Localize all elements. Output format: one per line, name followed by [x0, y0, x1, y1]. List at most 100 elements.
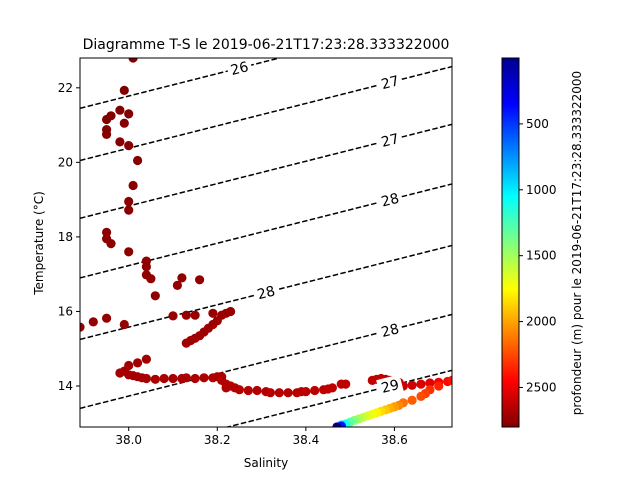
data-point	[234, 385, 244, 395]
x-axis: 38.0 38.2 38.4 38.6	[115, 427, 408, 447]
x-tick-label: 38.2	[204, 433, 231, 447]
data-point	[332, 422, 342, 427]
y-axis-label: Temperature (°C)	[32, 191, 46, 296]
colorbar	[501, 57, 520, 428]
data-point	[133, 358, 143, 368]
data-point	[119, 85, 129, 95]
data-point	[133, 155, 143, 166]
data-point	[159, 373, 169, 384]
data-point	[434, 381, 444, 391]
contour-label-bg	[376, 187, 404, 212]
contour-label: 28	[380, 321, 401, 341]
data-point	[128, 58, 138, 63]
data-point	[102, 227, 112, 237]
colorbar-tick-label: 2000	[526, 315, 557, 329]
data-point	[141, 262, 151, 272]
data-point	[407, 395, 417, 405]
y-tick-label: 20	[58, 155, 73, 169]
colorbar-axis: 500 1000 1500 2000 2500	[519, 117, 557, 394]
data-point	[310, 385, 320, 396]
contour-label: 27	[380, 131, 401, 151]
data-point	[243, 385, 253, 396]
y-tick-label: 22	[58, 81, 73, 95]
contour-label-bg	[376, 70, 404, 94]
data-point	[124, 196, 134, 207]
data-point	[119, 319, 129, 330]
data-point	[177, 273, 187, 283]
data-point	[141, 373, 151, 384]
x-tick-label: 38.6	[381, 433, 408, 447]
data-point	[208, 308, 218, 318]
contour-label-bg	[376, 128, 404, 152]
x-tick-label: 38.0	[115, 433, 142, 447]
data-point	[425, 378, 435, 388]
data-point	[265, 388, 275, 398]
colorbar-tick-label: 1000	[526, 183, 557, 197]
contour-label-bg	[225, 58, 254, 80]
data-point	[181, 310, 191, 320]
chart-title: Diagramme T-S le 2019-06-21T17:23:28.333…	[83, 37, 450, 53]
data-point	[168, 373, 178, 384]
data-point	[226, 306, 236, 317]
data-point	[102, 313, 112, 323]
data-point	[327, 383, 337, 393]
data-point	[190, 310, 200, 320]
data-point	[124, 109, 134, 119]
colorbar-label: profondeur (m) pour le 2019-06-21T17:23:…	[570, 71, 584, 415]
contour-label-bg	[376, 374, 404, 398]
plot-frame	[79, 57, 453, 428]
contour-label: 28	[380, 191, 401, 211]
data-point	[124, 141, 134, 151]
y-tick-label: 16	[58, 304, 73, 318]
data-point	[146, 274, 156, 284]
data-point	[416, 391, 426, 401]
data-point	[172, 280, 182, 290]
data-point	[407, 380, 417, 390]
contour-label: 26	[229, 59, 250, 79]
data-point	[106, 111, 116, 121]
density-contour-line-0	[80, 58, 283, 110]
data-point	[141, 354, 151, 364]
data-point	[168, 311, 178, 321]
data-point	[150, 291, 160, 301]
data-point	[195, 275, 205, 285]
data-point	[119, 118, 129, 128]
data-point	[252, 385, 262, 396]
plot-area: 26 27 27 28 28 28 29	[80, 58, 452, 427]
data-point	[102, 129, 112, 139]
data-point	[190, 373, 200, 384]
contour-label: 28	[256, 283, 277, 303]
colorbar-tick-label: 2500	[526, 380, 557, 394]
data-point	[274, 388, 284, 398]
contour-label-bg	[376, 318, 404, 342]
data-point	[128, 180, 138, 191]
data-point	[181, 338, 191, 348]
contour-label: 27	[380, 73, 401, 93]
data-point	[124, 247, 134, 257]
data-point	[301, 387, 311, 397]
data-point	[124, 205, 134, 215]
colorbar-tick-label: 500	[526, 117, 549, 131]
data-point	[88, 317, 98, 327]
data-point	[199, 373, 209, 383]
y-tick-label: 14	[58, 379, 73, 393]
data-point	[115, 137, 125, 147]
y-axis: 14 16 18 20 22	[58, 81, 80, 393]
data-point	[115, 105, 125, 115]
data-point	[283, 388, 293, 398]
data-point	[416, 379, 426, 389]
plot-clip-group: 26 27 27 28 28 28 29	[80, 58, 452, 427]
data-point	[181, 373, 191, 383]
colorbar-tick-label: 1500	[526, 249, 557, 263]
data-point	[106, 239, 116, 249]
data-point	[150, 374, 160, 384]
data-point	[447, 375, 452, 385]
x-tick-label: 38.4	[292, 433, 319, 447]
x-axis-label: Salinity	[244, 456, 288, 470]
contour-label-bg	[252, 280, 280, 305]
y-tick-label: 18	[58, 230, 73, 244]
contour-label: 29	[380, 377, 401, 397]
data-point	[341, 379, 351, 389]
data-point	[80, 322, 85, 332]
